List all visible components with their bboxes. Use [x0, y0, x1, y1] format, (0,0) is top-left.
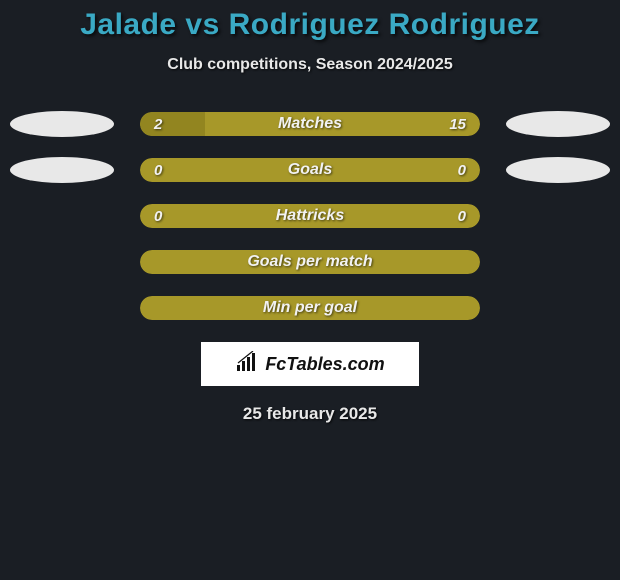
comparison-container: Jalade vs Rodriguez Rodriguez Club compe…	[0, 0, 620, 424]
logo-inner: FcTables.com	[235, 351, 384, 378]
bar-label: Min per goal	[140, 299, 480, 317]
stat-row: Min per goal	[0, 296, 620, 320]
page-title: Jalade vs Rodriguez Rodriguez	[0, 8, 620, 42]
bar-value-right: 0	[458, 208, 466, 225]
left-ellipse	[10, 157, 114, 183]
date-text: 25 february 2025	[0, 404, 620, 424]
right-ellipse	[506, 111, 610, 137]
stat-bar: 0Hattricks0	[140, 204, 480, 228]
logo-chart-icon	[235, 351, 261, 378]
bar-label: Goals	[140, 161, 480, 179]
bar-value-right: 0	[458, 162, 466, 179]
stat-row: 0Goals0	[0, 158, 620, 182]
bar-label: Hattricks	[140, 207, 480, 225]
stat-bar: Min per goal	[140, 296, 480, 320]
stat-row: 2Matches15	[0, 112, 620, 136]
right-spacer	[506, 249, 610, 275]
stat-row: Goals per match	[0, 250, 620, 274]
bar-label: Goals per match	[140, 253, 480, 271]
page-subtitle: Club competitions, Season 2024/2025	[0, 56, 620, 74]
bar-value-right: 15	[449, 116, 466, 133]
right-spacer	[506, 295, 610, 321]
bar-label: Matches	[140, 115, 480, 133]
left-spacer	[10, 203, 114, 229]
stats-rows: 2Matches150Goals00Hattricks0Goals per ma…	[0, 112, 620, 320]
logo-box: FcTables.com	[201, 342, 419, 386]
right-ellipse	[506, 157, 610, 183]
stat-row: 0Hattricks0	[0, 204, 620, 228]
left-spacer	[10, 295, 114, 321]
stat-bar: 0Goals0	[140, 158, 480, 182]
logo-text: FcTables.com	[265, 354, 384, 375]
left-spacer	[10, 249, 114, 275]
stat-bar: 2Matches15	[140, 112, 480, 136]
left-ellipse	[10, 111, 114, 137]
stat-bar: Goals per match	[140, 250, 480, 274]
right-spacer	[506, 203, 610, 229]
